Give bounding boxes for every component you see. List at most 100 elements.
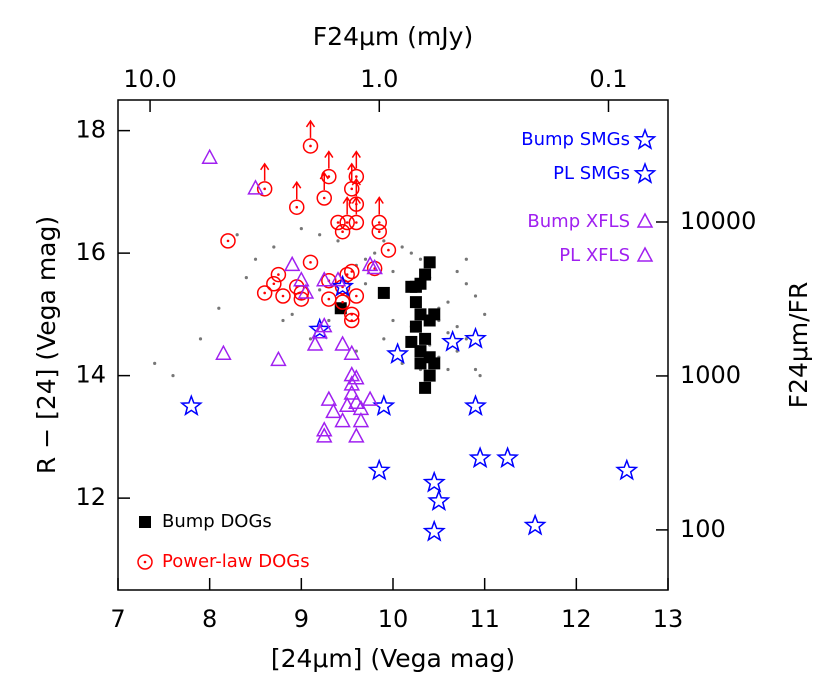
marker-center (377, 221, 381, 224)
point (428, 308, 441, 321)
point (427, 489, 451, 512)
point (414, 345, 427, 358)
point (235, 233, 239, 237)
point (293, 271, 310, 287)
marker-center (341, 230, 344, 233)
point (446, 367, 450, 372)
legend-marker (636, 246, 654, 262)
point (318, 288, 322, 292)
point (391, 269, 395, 274)
point (419, 381, 432, 394)
lower-limit-head (351, 150, 361, 158)
point (446, 300, 450, 304)
point (343, 344, 361, 360)
point (325, 402, 342, 419)
x-tick-label: 7 (110, 605, 125, 633)
point (321, 291, 337, 307)
legend-marker (633, 161, 657, 184)
point (302, 254, 319, 271)
point (308, 317, 332, 340)
point (473, 294, 478, 298)
point (344, 312, 360, 329)
legend-label: Bump SMGs (521, 129, 630, 150)
point (306, 335, 324, 351)
point (339, 214, 355, 231)
lower-limit-head (324, 150, 334, 158)
point (315, 421, 333, 437)
marker-center (350, 187, 354, 191)
point (281, 318, 285, 323)
point (338, 396, 356, 412)
point (352, 411, 370, 428)
point (336, 239, 340, 243)
point (463, 394, 488, 417)
point (464, 257, 468, 261)
point (446, 331, 450, 335)
point (334, 335, 351, 351)
marker-center (277, 273, 280, 276)
point (400, 245, 404, 249)
point (405, 335, 418, 348)
point (483, 312, 487, 316)
point (343, 384, 361, 400)
marker-center (143, 560, 147, 564)
point (348, 369, 365, 385)
point (283, 255, 301, 272)
point (423, 369, 436, 382)
marker-center (295, 205, 299, 209)
marker-center (355, 221, 358, 224)
point (201, 148, 218, 164)
point (382, 239, 386, 243)
lower-limit-head (347, 162, 357, 171)
point (315, 317, 333, 333)
point (348, 393, 365, 409)
point (348, 214, 365, 231)
point (290, 312, 294, 316)
point (391, 318, 395, 323)
point (299, 227, 303, 231)
point (478, 374, 482, 378)
y2-axis-label: F24μm/FR (784, 282, 813, 409)
y2-tick-label: 10000 (680, 207, 756, 235)
point (409, 296, 422, 309)
lower-limit-head (319, 171, 329, 180)
point (428, 357, 441, 370)
point (289, 199, 305, 215)
point (455, 269, 459, 274)
legend-label: PL SMGs (553, 163, 630, 184)
point (414, 357, 427, 370)
lower-limit-head (342, 196, 352, 204)
marker-center (263, 291, 266, 295)
point (468, 446, 492, 469)
legend-label: Power-law DOGs (162, 551, 310, 572)
marker-center (272, 282, 276, 286)
point (297, 283, 315, 299)
marker-center (350, 270, 354, 273)
point (253, 257, 258, 261)
marker-center (341, 300, 344, 304)
x-tick-label: 13 (653, 605, 684, 633)
point (380, 242, 397, 258)
point (318, 233, 322, 237)
point (256, 285, 273, 301)
x-axis-label: [24μm] (Vega mag) (271, 644, 515, 673)
point (523, 513, 547, 536)
point (422, 519, 446, 542)
legend-marker (137, 554, 153, 570)
point (455, 325, 459, 329)
x2-tick-label: 10.0 (123, 65, 176, 93)
point (371, 214, 387, 231)
marker-center (309, 261, 312, 264)
point (386, 342, 410, 365)
marker-center (387, 248, 390, 252)
point (334, 411, 351, 428)
point (419, 268, 432, 281)
x2-tick-label: 0.1 (589, 65, 627, 93)
point (422, 470, 446, 493)
legend-label: Bump XFLS (527, 211, 630, 232)
lower-limit-head (305, 119, 316, 128)
point (275, 288, 291, 304)
point (256, 181, 273, 197)
x-tick-label: 8 (202, 605, 217, 633)
point (464, 337, 468, 341)
